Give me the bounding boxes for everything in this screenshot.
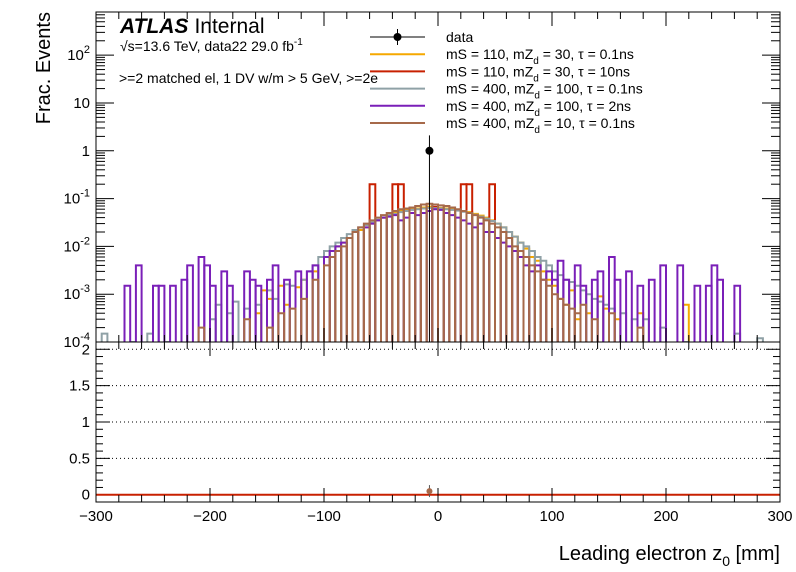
- series-3-bin-0: [100, 332, 109, 342]
- xtick-label: 100: [539, 508, 564, 525]
- series-4-bin-65: [596, 270, 605, 342]
- lower-frame: [95, 341, 781, 503]
- legend-entry-2: mS = 110, mZd = 30, τ = 10ns: [370, 63, 630, 84]
- legend-entry-1: mS = 110, mZd = 30, τ = 0.1ns: [370, 46, 634, 67]
- xtick-label: −100: [307, 508, 341, 525]
- data-point-0: [425, 146, 434, 155]
- series-5-bin-55: [636, 326, 645, 342]
- legend-label: mS = 110, mZd = 30, τ = 0.1ns: [446, 46, 634, 67]
- selection-label: >=2 matched el, 1 DV w/m > 5 GeV, >=2e: [119, 70, 378, 86]
- legend-entry-0: data: [370, 29, 473, 45]
- series-5-bin-52: [579, 303, 588, 342]
- atlas-label: ATLAS Internal: [119, 15, 264, 38]
- legend-marker: [393, 33, 402, 41]
- series-4-bin-4: [169, 284, 177, 342]
- ratio-ytick-label: 2: [82, 341, 90, 358]
- legend-label: data: [446, 29, 473, 45]
- ytick-label: 10-4: [64, 331, 90, 351]
- series-5-bin-0: [197, 326, 206, 342]
- ytick-label: 10: [73, 95, 90, 112]
- ytick-label: 1: [82, 143, 90, 160]
- legend-entry-5: mS = 400, mZd = 10, τ = 0.1ns: [370, 115, 635, 136]
- series-4-bin-14: [254, 284, 263, 342]
- series-5-bin-53: [590, 318, 599, 342]
- x-axis-label: Leading electron z0 [mm]: [559, 543, 780, 569]
- upper-y-axis: 10-4 10-3 10-2 10-1 1 10 102: [64, 11, 780, 351]
- xtick-label: −200: [193, 508, 227, 525]
- series-5-bin-6: [311, 278, 320, 342]
- series-4-bin-70: [647, 278, 656, 342]
- xtick-label: 0: [434, 508, 442, 525]
- series-4-bin-69: [636, 284, 645, 342]
- series-5-bin-5: [300, 297, 308, 342]
- series-4-bin-67: [613, 278, 622, 342]
- xtick-label: 300: [767, 508, 792, 525]
- xtick-label: 200: [653, 508, 678, 525]
- ratio-ytick-label: 1.5: [69, 378, 90, 395]
- series-4-bin-1: [134, 264, 143, 342]
- series-5-bin-2: [266, 326, 274, 342]
- legend-label: mS = 400, mZd = 100, τ = 0.1ns: [446, 81, 643, 102]
- legend-entry-3: mS = 400, mZd = 100, τ = 0.1ns: [370, 81, 643, 102]
- upper-panel: 10-4 10-3 10-2 10-1 1 10 102 Frac. Events ATLAS I…: [33, 11, 781, 351]
- series-4-bin-0: [123, 284, 132, 342]
- ytick-label: 10-2: [64, 235, 90, 255]
- series-4-bin-76: [716, 278, 724, 342]
- ytick-label: 102: [67, 44, 90, 64]
- ytick-label: 10-3: [64, 283, 90, 303]
- series-4-bin-72: [676, 264, 685, 342]
- series-4-bin-77: [733, 284, 742, 342]
- series-4-bin-9: [209, 284, 217, 342]
- series-5: [197, 202, 645, 342]
- series-5-bin-1: [243, 318, 251, 342]
- ratio-ytick-label: 0.5: [69, 450, 90, 467]
- ytick-label: 10-1: [64, 188, 90, 208]
- histogram-area: [100, 183, 764, 342]
- series-4-bin-68: [625, 270, 633, 342]
- ratio-ytick-label: 1: [82, 414, 90, 431]
- energy-label: √s=13.6 TeV, data22 29.0 fb-1: [120, 37, 303, 54]
- series-4-bin-11: [226, 284, 234, 342]
- legend-label: mS = 110, mZd = 30, τ = 10ns: [446, 63, 630, 84]
- series-4-bin-71: [659, 264, 667, 342]
- series-3-bin-75: [756, 337, 764, 342]
- series-4-bin-16: [271, 264, 280, 342]
- y-axis-label: Frac. Events: [33, 12, 55, 124]
- series-5-bin-4: [288, 307, 297, 342]
- ratio-ytick-label: 0: [82, 487, 90, 504]
- series-4-bin-3: [157, 284, 166, 342]
- legend-label: mS = 400, mZd = 100, τ = 2ns: [446, 98, 631, 119]
- series-4-bin-6: [186, 264, 194, 342]
- series-5-bin-54: [608, 312, 616, 342]
- legend-entry-4: mS = 400, mZd = 100, τ = 2ns: [370, 98, 631, 119]
- series-5-bin-3: [277, 312, 286, 342]
- series-4-bin-73: [693, 284, 702, 342]
- xtick-label: −300: [79, 508, 113, 525]
- ratio-panel: 0 0.5 1 1.5 2 −300 −200 −100 0 100 200 300 Leading e…: [69, 341, 792, 569]
- legend-label: mS = 400, mZd = 10, τ = 0.1ns: [446, 115, 635, 136]
- ratio-point-0: [426, 488, 433, 495]
